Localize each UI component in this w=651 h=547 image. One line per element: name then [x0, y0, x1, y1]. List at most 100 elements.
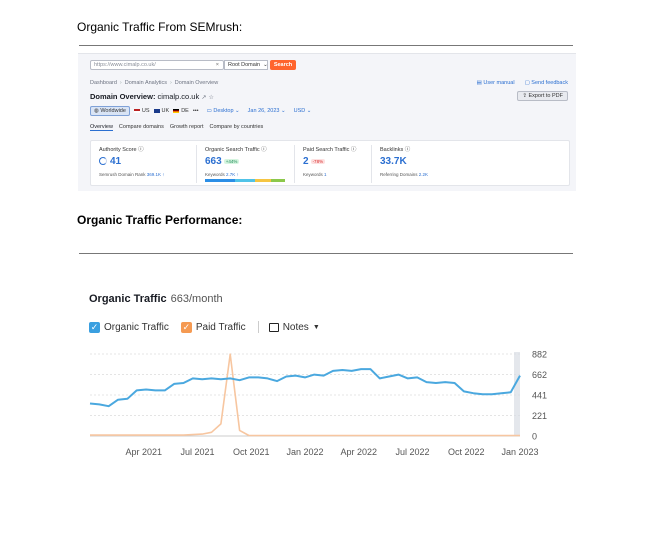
traffic-distribution-bar: [205, 179, 235, 182]
backlinks-title: Backlinks: [380, 147, 404, 153]
search-button[interactable]: Search: [270, 60, 296, 70]
divider: [79, 45, 573, 46]
authority-ring-icon: [99, 157, 107, 166]
y-tick-label: 662: [532, 370, 547, 380]
filter-bar: ◍ Worldwide US UK DE ••• ▭ Desktop ⌄ Jan…: [90, 106, 311, 116]
breadcrumb-domain-overview: Domain Overview: [174, 80, 219, 86]
domain-search-input[interactable]: https://www.cimalp.co.uk/ ×: [90, 60, 224, 70]
info-icon: ⓘ: [259, 147, 267, 153]
y-tick-label: 0: [532, 432, 537, 442]
more-countries-button[interactable]: •••: [192, 108, 199, 114]
authority-score-title: Authority Score: [99, 147, 137, 153]
chevron-down-icon: ⌄: [279, 108, 286, 114]
info-icon: ⓘ: [403, 147, 411, 153]
export-label: Export to PDF: [528, 93, 563, 99]
tab-compare-domains[interactable]: Compare domains: [118, 124, 164, 130]
x-tick-label: Jan 2022: [286, 447, 323, 457]
report-tabs: Overview Compare domains Growth report C…: [90, 124, 263, 131]
organic-keywords-value: 2.7K ↑: [226, 172, 239, 177]
paid-traffic-title: Paid Search Traffic: [303, 147, 350, 153]
domain-rank-value: 369.1K ↑: [146, 172, 165, 177]
monthly-traffic-value: 663/month: [170, 293, 223, 305]
x-tick-label: Jul 2022: [395, 447, 429, 457]
worldwide-filter[interactable]: ◍ Worldwide: [90, 106, 130, 116]
chevron-down-icon: ▼: [312, 323, 320, 331]
paid-keywords-label: Keywords: [303, 172, 323, 177]
traffic-distribution-bar: [255, 179, 271, 182]
tab-overview[interactable]: Overview: [90, 124, 113, 131]
export-pdf-button[interactable]: ⇪ Export to PDF: [517, 91, 568, 101]
paid-search-traffic-card[interactable]: Paid Search Traffic ⓘ 2 -78% Keywords 1: [303, 145, 356, 177]
x-tick-label: Jul 2021: [180, 447, 214, 457]
paid-change-badge: -78%: [310, 158, 326, 164]
current-period-band: [514, 352, 520, 436]
us-label: US: [141, 108, 150, 114]
info-icon: ⓘ: [136, 147, 144, 153]
organic-traffic-toggle[interactable]: ✓ Organic Traffic: [89, 321, 169, 333]
breadcrumb-separator: ›: [119, 80, 122, 86]
x-tick-label: Jan 2023: [501, 447, 538, 457]
breadcrumb-domain-analytics[interactable]: Domain Analytics: [124, 80, 167, 86]
semrush-domain-overview-panel: https://www.cimalp.co.uk/ × Root Domain …: [78, 53, 576, 191]
breadcrumb-dashboard[interactable]: Dashboard: [90, 80, 117, 86]
notes-dropdown[interactable]: Notes ▼: [268, 321, 320, 333]
breadcrumb-separator: ›: [169, 80, 172, 86]
de-flag-icon: [173, 108, 180, 113]
legend-divider: [257, 321, 259, 333]
date-select[interactable]: Jan 26, 2023 ⌄: [248, 108, 286, 114]
root-domain-select[interactable]: Root Domain ⌄: [224, 60, 268, 70]
page-title-domain: cimalp.co.uk: [157, 92, 200, 101]
organic-traffic-legend-label: Organic Traffic: [104, 321, 169, 333]
user-manual-label: User manual: [483, 80, 515, 86]
card-divider: [371, 145, 372, 183]
worldwide-label: Worldwide: [100, 108, 126, 114]
y-tick-label: 882: [532, 350, 547, 360]
chart-title-label: Organic Traffic: [89, 293, 167, 305]
device-select[interactable]: ▭ Desktop ⌄: [207, 108, 240, 114]
chart-legend: ✓ Organic Traffic ✓ Paid Traffic Notes ▼: [89, 321, 332, 333]
organic-keywords-label: Keywords: [205, 172, 225, 177]
tab-compare-by-countries[interactable]: Compare by countries: [209, 124, 264, 130]
tab-growth-report[interactable]: Growth report: [169, 124, 204, 130]
uk-label: UK: [161, 108, 170, 114]
backlinks-value: 33.7K: [380, 156, 407, 167]
currency-select[interactable]: USD ⌄: [294, 108, 312, 114]
page-title: Domain Overview: cimalp.co.uk ↗ ☆: [90, 92, 214, 101]
de-filter[interactable]: DE: [173, 108, 189, 114]
authority-score-card[interactable]: Authority Score ⓘ 41 Semrush Domain Rank…: [99, 145, 165, 177]
paid-traffic-toggle[interactable]: ✓ Paid Traffic: [180, 321, 246, 333]
info-icon: ⓘ: [349, 147, 357, 153]
x-tick-label: Oct 2022: [448, 447, 485, 457]
notes-label: Notes: [282, 321, 309, 333]
uk-filter[interactable]: UK: [153, 108, 170, 114]
book-icon: ▤: [476, 80, 484, 86]
performance-heading: Organic Traffic Performance:: [77, 213, 243, 227]
uk-flag-icon: [153, 108, 160, 113]
paid-traffic-line: [90, 353, 520, 437]
us-filter[interactable]: US: [133, 108, 150, 114]
paid-traffic-legend-label: Paid Traffic: [195, 321, 246, 333]
date-label: Jan 26, 2023: [247, 108, 280, 114]
referring-domains-label: Referring Domains: [380, 172, 418, 177]
chart-title: Organic Traffic 663/month: [89, 293, 223, 305]
external-link-icon[interactable]: ↗: [201, 95, 207, 101]
metrics-cards: Authority Score ⓘ 41 Semrush Domain Rank…: [90, 140, 570, 186]
desktop-icon: ▭: [206, 108, 214, 114]
organic-search-traffic-card[interactable]: Organic Search Traffic ⓘ 663 +44% Keyword…: [205, 145, 267, 177]
chevron-down-icon: ⌄: [263, 62, 268, 68]
breadcrumb: Dashboard › Domain Analytics › Domain Overvi…: [90, 80, 218, 86]
us-flag-icon: [133, 108, 140, 113]
user-manual-link[interactable]: ▤ User manual: [477, 80, 515, 86]
star-icon[interactable]: ☆: [208, 95, 214, 101]
chevron-down-icon: ⌄: [233, 108, 240, 114]
chat-icon: ▢: [524, 80, 532, 86]
device-label: Desktop: [213, 108, 234, 114]
card-divider: [294, 145, 295, 183]
clear-icon[interactable]: ×: [215, 62, 219, 68]
paid-traffic-value: 2: [303, 156, 309, 167]
send-feedback-link[interactable]: ▢ Send feedback: [525, 80, 568, 86]
backlinks-card[interactable]: Backlinks ⓘ 33.7K Referring Domains 2.2K: [380, 145, 428, 177]
traffic-distribution-bar: [235, 179, 255, 182]
search-placeholder: https://www.cimalp.co.uk/: [94, 62, 156, 68]
